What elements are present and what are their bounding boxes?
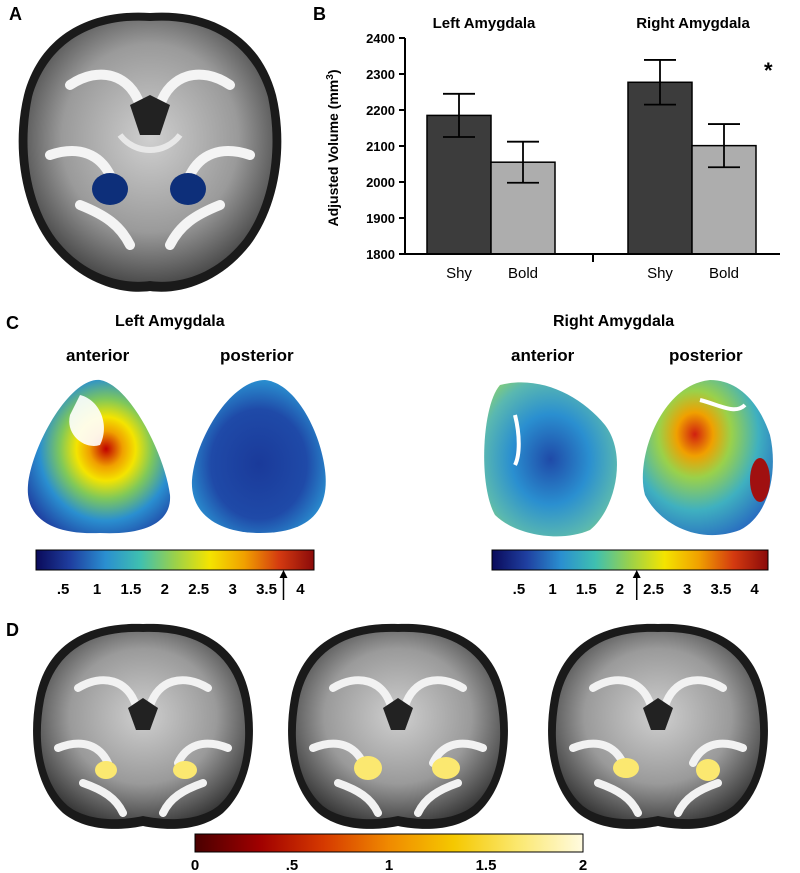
y-tick-label: 2100 [366,139,395,154]
significance-marker: * [764,58,773,83]
panelc-left-posterior-label: posterior [220,346,294,365]
paneld-ticks: 0 .5 1 1.5 2 [191,857,587,872]
y-tick-label: 2200 [366,103,395,118]
paneld-tick-label: 1.5 [476,857,497,872]
y-tick-label: 1900 [366,211,395,226]
y-axis-label-main: Adjusted Volume (mm [325,80,341,227]
colorbar-tick-label: 2 [161,581,169,598]
amygdala-volume-bar-chart: Left Amygdala Right Amygdala Adjusted Vo… [325,15,780,282]
panelc-right-posterior-label: posterior [669,346,743,365]
group-title-left: Left Amygdala [433,15,536,32]
panel-letter-d: D [6,620,19,640]
paneld-colorbar-bar [194,833,584,853]
colorbar-tick-label: 2 [616,581,624,598]
colorbar-tick-label: 1.5 [576,581,597,598]
x-axis-labels: Shy Bold Shy Bold [446,265,739,282]
colorbar-tick-label: .5 [513,581,526,598]
panelc-left-colorbar [35,549,315,571]
panelc-left-anterior-label: anterior [66,346,130,365]
colorbar-tick-label: 4 [296,581,305,598]
paneld-tick-label: 1 [385,857,393,872]
bar-left-shy [426,114,492,255]
colorbar-tick-label: .5 [57,581,70,598]
y-tick-label: 2000 [366,175,395,190]
panel-letter-a: A [9,4,22,24]
y-axis-label: Adjusted Volume (mm3) [325,70,342,227]
colorbar-tick-label: 3.5 [256,581,277,598]
panel-letter-b: B [313,4,326,24]
y-tick-label: 1800 [366,247,395,262]
panelc-right-title: Right Amygdala [553,313,675,330]
group-title-right: Right Amygdala [636,15,750,32]
colorbar-tick-label: 3.5 [710,581,731,598]
colorbar-tick-label: 3 [683,581,691,598]
x-category-label: Shy [647,265,673,282]
colorbar-arrow-head [632,570,641,578]
colorbar-tick-label: 1 [548,581,556,598]
colorbar-tick-label: 1.5 [120,581,141,598]
y-axis-ticks: 1800 1900 2000 2100 2200 2300 2400 [366,31,405,262]
paneld-tick-label: 0 [191,857,199,872]
bars [426,59,757,255]
x-category-label: Shy [446,265,472,282]
panelc-right-ticks: .5 1 1.5 2 2.5 3 3.5 4 [513,570,759,600]
colorbar-tick-label: 4 [750,581,759,598]
x-category-label: Bold [709,265,739,282]
panel-letter-c: C [6,313,19,333]
paneld-tick-label: 2 [579,857,587,872]
brain-coronal-slices-d [28,618,778,830]
y-tick-label: 2400 [366,31,395,46]
panelc-right-anterior-label: anterior [511,346,575,365]
panelc-right-colorbar [491,549,769,571]
colorbar-tick-label: 1 [93,581,101,598]
colorbar-tick-label: 2.5 [188,581,209,598]
panelc-left-ticks: .5 1 1.5 2 2.5 3 3.5 4 [57,570,305,600]
x-category-label: Bold [508,265,538,282]
colorbar-arrow-head [279,570,288,578]
colorbar-tick-label: 2.5 [643,581,664,598]
bar-right-shy [627,81,693,255]
y-tick-label: 2300 [366,67,395,82]
amygdala-surface-maps [27,379,773,537]
colorbar-tick-label: 3 [228,581,236,598]
panelc-left-title: Left Amygdala [115,313,225,330]
brain-coronal-slice-a [18,12,282,292]
y-axis-label-end: ) [325,70,341,75]
paneld-tick-label: .5 [286,857,299,872]
panelc-colorbars: .5 1 1.5 2 2.5 3 3.5 4 .5 1 1.5 2 2.5 3 3.5 4 [35,549,769,600]
paneld-colorbar: 0 .5 1 1.5 2 [191,833,587,872]
y-axis-label-sup: 3 [325,74,336,80]
